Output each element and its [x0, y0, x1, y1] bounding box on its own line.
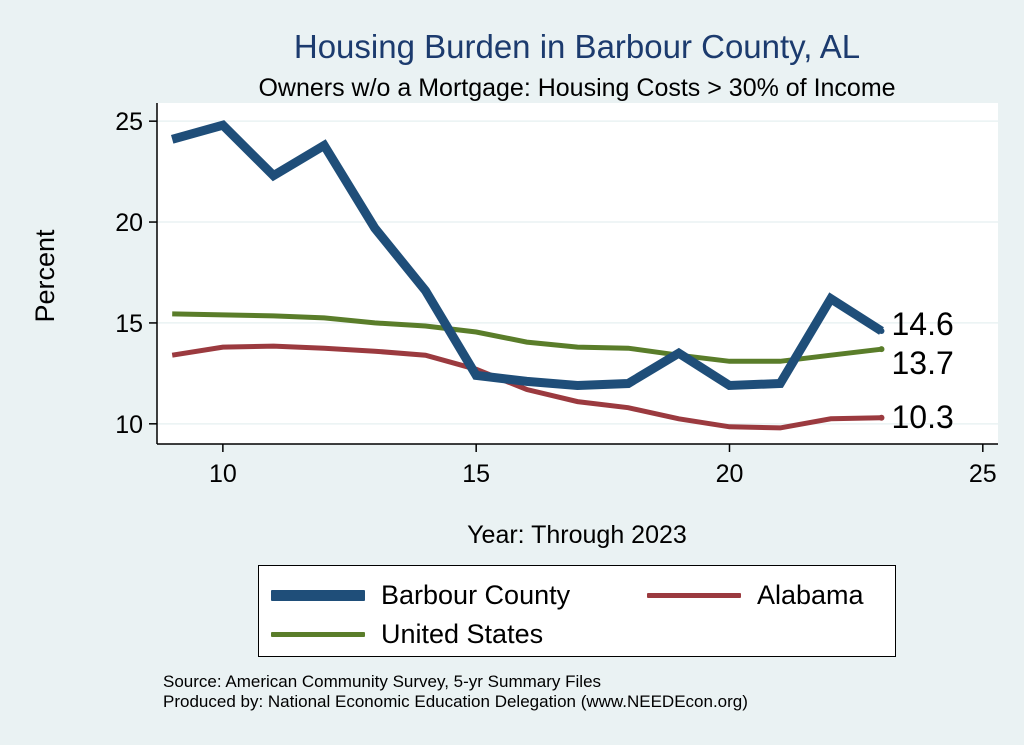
series-endpoint-barbour-county — [878, 328, 885, 335]
chart-title: Housing Burden in Barbour County, AL — [293, 28, 861, 65]
legend-swatch-united-states — [271, 632, 365, 637]
series-line-barbour-county — [170, 120, 884, 391]
end-label-barbour-county: 14.6 — [891, 306, 953, 342]
x-axis-label: Year: Through 2023 — [467, 521, 687, 549]
series-endpoint-united-states — [878, 346, 885, 353]
end-label-united-states: 13.7 — [891, 345, 953, 381]
footnote-source: Source: American Community Survey, 5-yr … — [163, 672, 602, 691]
legend-item-united-states: United States — [271, 619, 543, 650]
legend-label-united-states: United States — [381, 619, 544, 649]
y-tick-label: 25 — [115, 108, 143, 136]
series-line-alabama — [171, 343, 882, 431]
y-tick-label: 15 — [115, 310, 143, 338]
footnote: Source: American Community Survey, 5-yr … — [163, 672, 748, 712]
legend-item-barbour-county: Barbour County — [271, 580, 570, 611]
chart-subtitle: Owners w/o a Mortgage: Housing Costs > 3… — [258, 74, 896, 102]
x-tick-label: 10 — [209, 460, 237, 488]
legend-label-alabama: Alabama — [757, 580, 864, 610]
legend-item-alabama: Alabama — [647, 580, 864, 611]
legend: Barbour County Alabama United States — [258, 565, 896, 657]
legend-swatch-barbour-county — [271, 590, 365, 601]
end-label-alabama: 10.3 — [891, 399, 953, 435]
series-endpoint-alabama — [878, 414, 885, 421]
footnote-produced: Produced by: National Economic Education… — [163, 692, 748, 711]
series-line-united-states — [172, 311, 882, 364]
plot-area — [157, 103, 998, 444]
x-tick-label: 20 — [716, 460, 744, 488]
legend-swatch-alabama — [647, 593, 741, 598]
y-tick-label: 10 — [115, 411, 143, 439]
x-tick-label: 25 — [969, 460, 997, 488]
x-tick-label: 15 — [462, 460, 490, 488]
y-tick-label: 20 — [115, 209, 143, 237]
legend-label-barbour-county: Barbour County — [381, 580, 571, 610]
y-axis-label: Percent — [30, 229, 60, 323]
